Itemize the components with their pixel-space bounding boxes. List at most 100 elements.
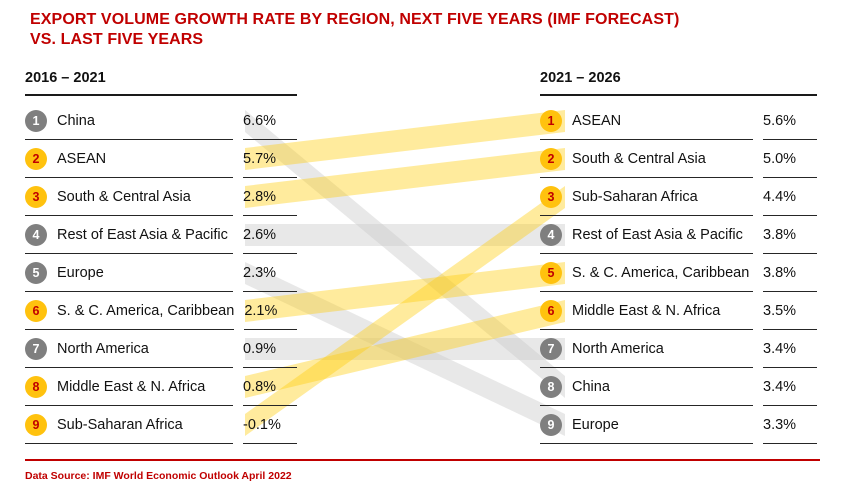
rank-row: 2 ASEAN 5.7%	[25, 140, 297, 178]
region-label: North America	[572, 340, 664, 357]
growth-value: 0.9%	[243, 330, 297, 368]
rank-badge: 1	[540, 109, 562, 132]
region-label: Middle East & N. Africa	[57, 378, 206, 395]
rank-flow-band-highlight	[245, 262, 565, 322]
ranking-list-right: 1 ASEAN 5.6% 2 South & Central Asia 5.0% 3 Sub-…	[540, 102, 817, 444]
region-cell: 8 Middle East & N. Africa	[25, 368, 233, 406]
rank-badge: 4	[540, 223, 562, 246]
chart-title: EXPORT VOLUME GROWTH RATE BY REGION, NEX…	[30, 10, 679, 50]
rank-badge: 3	[540, 185, 562, 208]
region-cell: 3 Sub-Saharan Africa	[540, 178, 753, 216]
rank-flow-band-highlight	[245, 300, 565, 398]
rank-flow-band-neutral	[245, 262, 565, 436]
growth-value: 3.3%	[763, 406, 817, 444]
region-cell: 4 Rest of East Asia & Pacific	[25, 216, 233, 254]
region-cell: 6 S. & C. America, Caribbean	[25, 292, 235, 330]
rank-row: 8 Middle East & N. Africa 0.8%	[25, 368, 297, 406]
growth-value: 5.7%	[243, 140, 297, 178]
region-cell: 9 Europe	[540, 406, 753, 444]
rank-badge: 6	[540, 299, 562, 322]
rank-row: 7 North America 0.9%	[25, 330, 297, 368]
region-label: South & Central Asia	[572, 150, 706, 167]
region-label: Europe	[57, 264, 104, 281]
title-line-1: EXPORT VOLUME GROWTH RATE BY REGION, NEX…	[30, 11, 680, 28]
growth-value: 5.0%	[763, 140, 817, 178]
region-label: Sub-Saharan Africa	[57, 416, 183, 433]
region-cell: 5 S. & C. America, Caribbean	[540, 254, 753, 292]
rank-badge: 2	[25, 147, 47, 170]
rank-row: 6 S. & C. America, Caribbean 2.1%	[25, 292, 297, 330]
footer-divider	[25, 459, 820, 461]
rank-flow-band-highlight	[245, 148, 565, 208]
period-header-left: 2016 – 2021	[25, 70, 297, 96]
data-source: Data Source: IMF World Economic Outlook …	[25, 470, 292, 482]
rank-badge: 3	[25, 185, 47, 208]
region-label: Rest of East Asia & Pacific	[572, 226, 743, 243]
rank-badge: 9	[25, 413, 47, 436]
rank-row: 4 Rest of East Asia & Pacific 3.8%	[540, 216, 817, 254]
rank-row: 3 South & Central Asia 2.8%	[25, 178, 297, 216]
title-line-2: VS. LAST FIVE YEARS	[30, 31, 204, 48]
growth-value: -0.1%	[243, 406, 297, 444]
region-label: S. & C. America, Caribbean	[57, 302, 235, 319]
rank-flow-band-neutral	[245, 110, 565, 398]
growth-value: 2.1%	[244, 292, 297, 330]
rank-badge: 5	[540, 261, 562, 284]
rank-row: 5 S. & C. America, Caribbean 3.8%	[540, 254, 817, 292]
period-header-right: 2021 – 2026	[540, 70, 817, 96]
rank-row: 7 North America 3.4%	[540, 330, 817, 368]
growth-value: 4.4%	[763, 178, 817, 216]
growth-value: 3.4%	[763, 330, 817, 368]
region-label: S. & C. America, Caribbean	[572, 264, 750, 281]
region-label: Sub-Saharan Africa	[572, 188, 698, 205]
rank-row: 5 Europe 2.3%	[25, 254, 297, 292]
region-label: North America	[57, 340, 149, 357]
rank-badge: 7	[25, 337, 47, 360]
growth-value: 3.8%	[763, 216, 817, 254]
region-cell: 6 Middle East & N. Africa	[540, 292, 753, 330]
region-cell: 3 South & Central Asia	[25, 178, 233, 216]
region-cell: 1 China	[25, 102, 233, 140]
ranking-list-left: 1 China 6.6% 2 ASEAN 5.7% 3 South & Central Asi…	[25, 102, 297, 444]
growth-value: 3.8%	[763, 254, 817, 292]
region-cell: 9 Sub-Saharan Africa	[25, 406, 233, 444]
region-label: Middle East & N. Africa	[572, 302, 721, 319]
rank-row: 1 ASEAN 5.6%	[540, 102, 817, 140]
region-cell: 5 Europe	[25, 254, 233, 292]
rank-badge: 5	[25, 261, 47, 284]
growth-value: 6.6%	[243, 102, 297, 140]
region-label: Europe	[572, 416, 619, 433]
rank-row: 9 Sub-Saharan Africa -0.1%	[25, 406, 297, 444]
rank-row: 4 Rest of East Asia & Pacific 2.6%	[25, 216, 297, 254]
rank-badge: 1	[25, 109, 47, 132]
growth-value: 2.3%	[243, 254, 297, 292]
rank-flow-band-highlight	[245, 186, 565, 436]
rank-row: 6 Middle East & N. Africa 3.5%	[540, 292, 817, 330]
rank-flow-band-neutral	[245, 224, 565, 246]
region-cell: 7 North America	[25, 330, 233, 368]
rank-badge: 8	[540, 375, 562, 398]
rank-flow-band-highlight	[245, 110, 565, 170]
rank-row: 9 Europe 3.3%	[540, 406, 817, 444]
region-label: China	[57, 112, 95, 129]
growth-value: 3.5%	[763, 292, 817, 330]
region-label: ASEAN	[57, 150, 107, 167]
rank-row: 2 South & Central Asia 5.0%	[540, 140, 817, 178]
ranking-column-2021-2026: 2021 – 2026 1 ASEAN 5.6% 2 South & Central A…	[540, 70, 817, 444]
region-cell: 7 North America	[540, 330, 753, 368]
region-cell: 1 ASEAN	[540, 102, 753, 140]
rank-flow-band-neutral	[245, 338, 565, 360]
region-cell: 2 ASEAN	[25, 140, 233, 178]
region-cell: 8 China	[540, 368, 753, 406]
growth-value: 3.4%	[763, 368, 817, 406]
region-cell: 2 South & Central Asia	[540, 140, 753, 178]
rank-badge: 4	[25, 223, 47, 246]
growth-value: 5.6%	[763, 102, 817, 140]
growth-value: 2.8%	[243, 178, 297, 216]
region-cell: 4 Rest of East Asia & Pacific	[540, 216, 753, 254]
rank-badge: 7	[540, 337, 562, 360]
rank-badge: 8	[25, 375, 47, 398]
ranking-column-2016-2021: 2016 – 2021 1 China 6.6% 2 ASEAN 5.7% 3 South &…	[25, 70, 297, 444]
